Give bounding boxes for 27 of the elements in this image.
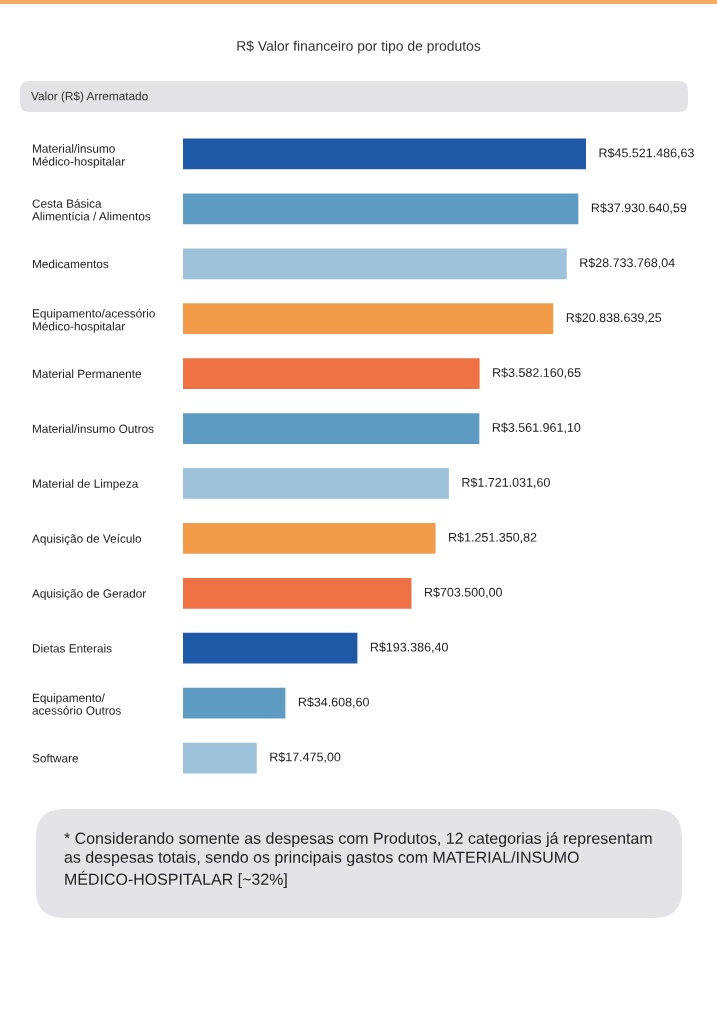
data-label: R$1.721.031,60: [462, 477, 550, 489]
data-label: R$34.608,60: [298, 697, 369, 708]
data-label: R$1.251.350,82: [449, 532, 537, 544]
y-tick-label: Material/insumo Médico-hospitalar: [32, 144, 125, 168]
chart-subtitle: Valor (R$) Arrematado: [31, 91, 148, 103]
y-tick-label: Cesta Básica Alimentícia / Alimentos: [32, 198, 151, 221]
y-tick-label: Aquisição de Veículo: [32, 534, 142, 546]
data-label: R$28.733.768,04: [580, 257, 675, 269]
text: * Considerando somente as despesas com Produtos, 12 categorias já representam as despesas totais, sendo os principais gastos com MATERIAL/INSUMO MÉDICO-HOSPITALAR [~32%]: [64, 832, 652, 889]
data-label: R$3.561.961,10: [492, 422, 581, 434]
data-label: R$45.521.486,63: [599, 147, 694, 159]
y-tick-label: Software: [32, 753, 79, 763]
y-tick-label: Equipamento/acessório Médico-hospitalar: [32, 308, 155, 333]
data-label: R$193.386,40: [370, 642, 448, 654]
y-tick-label: Medicamentos: [32, 259, 109, 269]
data-label: R$20.838.639,25: [566, 312, 662, 324]
y-tick-label: Material Permanente: [32, 369, 142, 379]
chart-title: R$ Valor financeiro por tipo de produtos: [237, 40, 481, 54]
data-label: R$703.500,00: [424, 587, 502, 599]
y-tick-label: Material de Limpeza: [32, 479, 139, 491]
y-tick-label: Equipamento/ acessório Outros: [32, 693, 121, 715]
y-tick-label: Aquisição de Gerador: [32, 589, 146, 601]
y-tick-label: Dietas Enterais: [32, 643, 112, 653]
data-label: R$37.930.640,59: [591, 202, 687, 214]
data-label: R$3.582.160,65: [493, 367, 581, 379]
y-tick-label: Material/insumo Outros: [32, 424, 154, 433]
data-label: R$17.475,00: [270, 752, 341, 763]
